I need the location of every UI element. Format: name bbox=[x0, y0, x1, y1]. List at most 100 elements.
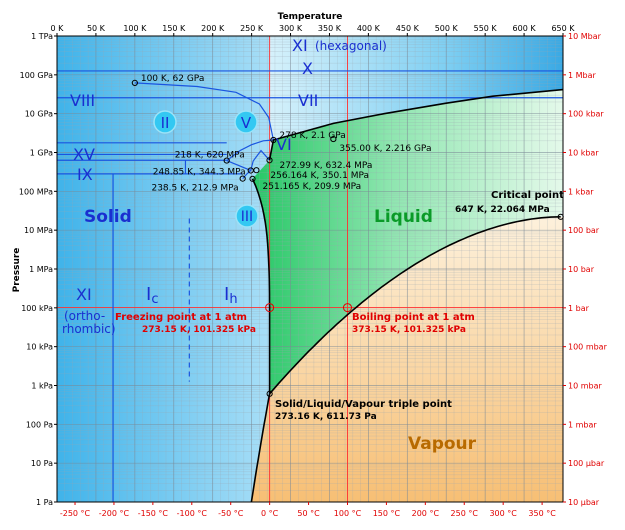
data-point bbox=[253, 167, 260, 174]
boundary-ii-vi bbox=[226, 139, 274, 162]
sublimation-curve bbox=[250, 393, 271, 502]
left-tick-label: 10 MPa bbox=[24, 226, 53, 235]
phase-viii: VIII bbox=[70, 91, 95, 110]
top-tick-label: 400 K bbox=[357, 24, 381, 33]
boundary-ii-v bbox=[226, 160, 251, 172]
left-tick-label: 1 MPa bbox=[29, 265, 53, 274]
right-tick-label: 1 Mbar bbox=[568, 71, 597, 80]
phase-iii-marker: III bbox=[235, 204, 259, 228]
svg-text:V: V bbox=[241, 114, 252, 132]
data-point bbox=[131, 79, 138, 87]
phase-xi-orthorhombic-sub2: rhombic) bbox=[62, 322, 116, 336]
phase-ic: Ic bbox=[146, 284, 158, 307]
phase-v-marker: V bbox=[234, 110, 258, 134]
data-point bbox=[342, 303, 352, 313]
bottom-tick-label: 150 °C bbox=[373, 509, 401, 518]
left-tick-label: 10 kPa bbox=[26, 343, 53, 352]
top-tick-label: 150 K bbox=[162, 24, 186, 33]
phase-vii: VII bbox=[298, 91, 318, 110]
left-tick-label: 1 TPa bbox=[31, 32, 53, 41]
data-point-label: 355.00 K, 2.216 GPa bbox=[339, 144, 431, 154]
right-tick-label: 10 bar bbox=[568, 265, 595, 274]
data-point-label: 272.99 K, 632.4 MPa bbox=[280, 161, 373, 171]
top-tick-label: 300 K bbox=[279, 24, 303, 33]
top-tick-label: 600 K bbox=[513, 24, 537, 33]
bottom-tick-label: -50 °C bbox=[218, 509, 244, 518]
critical-point-value: 647 K, 22.064 MPa bbox=[455, 205, 550, 215]
data-point bbox=[266, 157, 273, 164]
bottom-tick-label: -200 °C bbox=[99, 509, 130, 518]
left-tick-label: 100 Pa bbox=[26, 420, 53, 429]
right-tick-label: 10 mbar bbox=[568, 382, 602, 391]
bottom-tick-label: -250 °C bbox=[60, 509, 91, 518]
bottom-tick-label: -100 °C bbox=[177, 509, 208, 518]
phase-ix: IX bbox=[77, 165, 93, 184]
left-tick-label: 10 Pa bbox=[31, 459, 53, 468]
data-point bbox=[249, 175, 256, 182]
data-points bbox=[131, 79, 564, 397]
phase-xi-orthorhombic-sub1: (ortho- bbox=[64, 309, 105, 323]
left-tick-label: 1 GPa bbox=[30, 149, 53, 158]
boiling-point-value: 373.15 K, 101.325 kPa bbox=[352, 325, 466, 335]
freezing-point-value: 273.15 K, 101.325 kPa bbox=[142, 325, 256, 335]
data-point bbox=[330, 135, 337, 143]
high-pressure-melting-curve bbox=[268, 88, 563, 161]
data-point-label: 218 K, 620 MPa bbox=[175, 151, 245, 161]
right-tick-label: 1 mbar bbox=[568, 420, 597, 429]
region-vapour-label: Vapour bbox=[408, 434, 477, 454]
vaporization-curve bbox=[268, 216, 561, 395]
main-phase-boundaries bbox=[250, 88, 563, 502]
data-point-label: 238.5 K, 212.9 MPa bbox=[151, 184, 238, 194]
freezing-point-title: Freezing point at 1 atm bbox=[115, 312, 247, 323]
bottom-tick-label: 0 °C bbox=[261, 509, 279, 518]
x-axis-label: Temperature bbox=[278, 12, 343, 22]
top-tick-label: 500 K bbox=[435, 24, 459, 33]
top-tick-label: 250 K bbox=[240, 24, 264, 33]
top-tick-label: 550 K bbox=[474, 24, 498, 33]
data-point-label: 278 K, 2.1 GPa bbox=[279, 131, 345, 141]
bottom-tick-label: -150 °C bbox=[138, 509, 169, 518]
svg-text:II: II bbox=[161, 114, 170, 132]
phase-ii-marker: II bbox=[153, 110, 177, 134]
data-point-label: 251.165 K, 209.9 MPa bbox=[263, 182, 362, 192]
boundary-iii-ii bbox=[242, 170, 252, 179]
right-tick-label: 100 bar bbox=[568, 226, 600, 235]
bottom-tick-label: 250 °C bbox=[451, 509, 479, 518]
bottom-tick-label: 200 °C bbox=[412, 509, 440, 518]
critical-point-title: Critical point bbox=[491, 190, 564, 201]
right-tick-label: 10 Mbar bbox=[568, 32, 602, 41]
region-solid-label: Solid bbox=[84, 207, 132, 227]
right-tick-label: 100 µbar bbox=[568, 459, 605, 468]
data-point bbox=[265, 303, 275, 313]
point-labels: 100 K, 62 GPa 278 K, 2.1 GPa 355.00 K, 2.2… bbox=[141, 74, 432, 194]
right-axis-ticks: 10 µbar 100 µbar 1 mbar 10 mbar 100 mbar 1 ba… bbox=[563, 32, 608, 507]
boundary-viii-vii bbox=[134, 82, 274, 141]
right-tick-label: 1 bar bbox=[568, 304, 590, 313]
right-tick-label: 100 kbar bbox=[568, 110, 604, 119]
top-tick-label: 0 K bbox=[51, 24, 65, 33]
phase-xi-hexagonal-sub: (hexagonal) bbox=[315, 39, 387, 53]
left-tick-label: 100 kPa bbox=[21, 304, 53, 313]
triple-point-title: Solid/Liquid/Vapour triple point bbox=[275, 399, 452, 410]
phase-xi-hexagonal: XI bbox=[292, 36, 308, 55]
data-point bbox=[270, 136, 277, 144]
region-liquid-label: Liquid bbox=[374, 207, 433, 227]
svg-text:III: III bbox=[241, 209, 253, 225]
y-axis-label: Pressure bbox=[12, 248, 22, 293]
data-point bbox=[247, 167, 254, 174]
boiling-point-title: Boiling point at 1 atm bbox=[352, 312, 475, 323]
top-tick-label: 450 K bbox=[396, 24, 420, 33]
phase-x: X bbox=[302, 59, 313, 78]
phase-vi: VI bbox=[276, 135, 292, 154]
boundary-v-vi bbox=[250, 149, 270, 171]
data-point bbox=[557, 213, 564, 220]
phase-xv: XV bbox=[73, 145, 95, 164]
top-axis-ticks: 0 K 50 K 100 K 150 K 200 K 250 K 300 K 350 K 400… bbox=[51, 24, 575, 36]
data-point-label: 100 K, 62 GPa bbox=[141, 74, 205, 84]
top-tick-label: 200 K bbox=[201, 24, 225, 33]
data-point bbox=[266, 390, 273, 397]
bottom-tick-label: 100 °C bbox=[334, 509, 362, 518]
left-tick-label: 10 GPa bbox=[25, 110, 53, 119]
bottom-tick-label: 50 °C bbox=[297, 509, 320, 518]
data-point-label: 256.164 K, 350.1 MPa bbox=[270, 171, 369, 181]
